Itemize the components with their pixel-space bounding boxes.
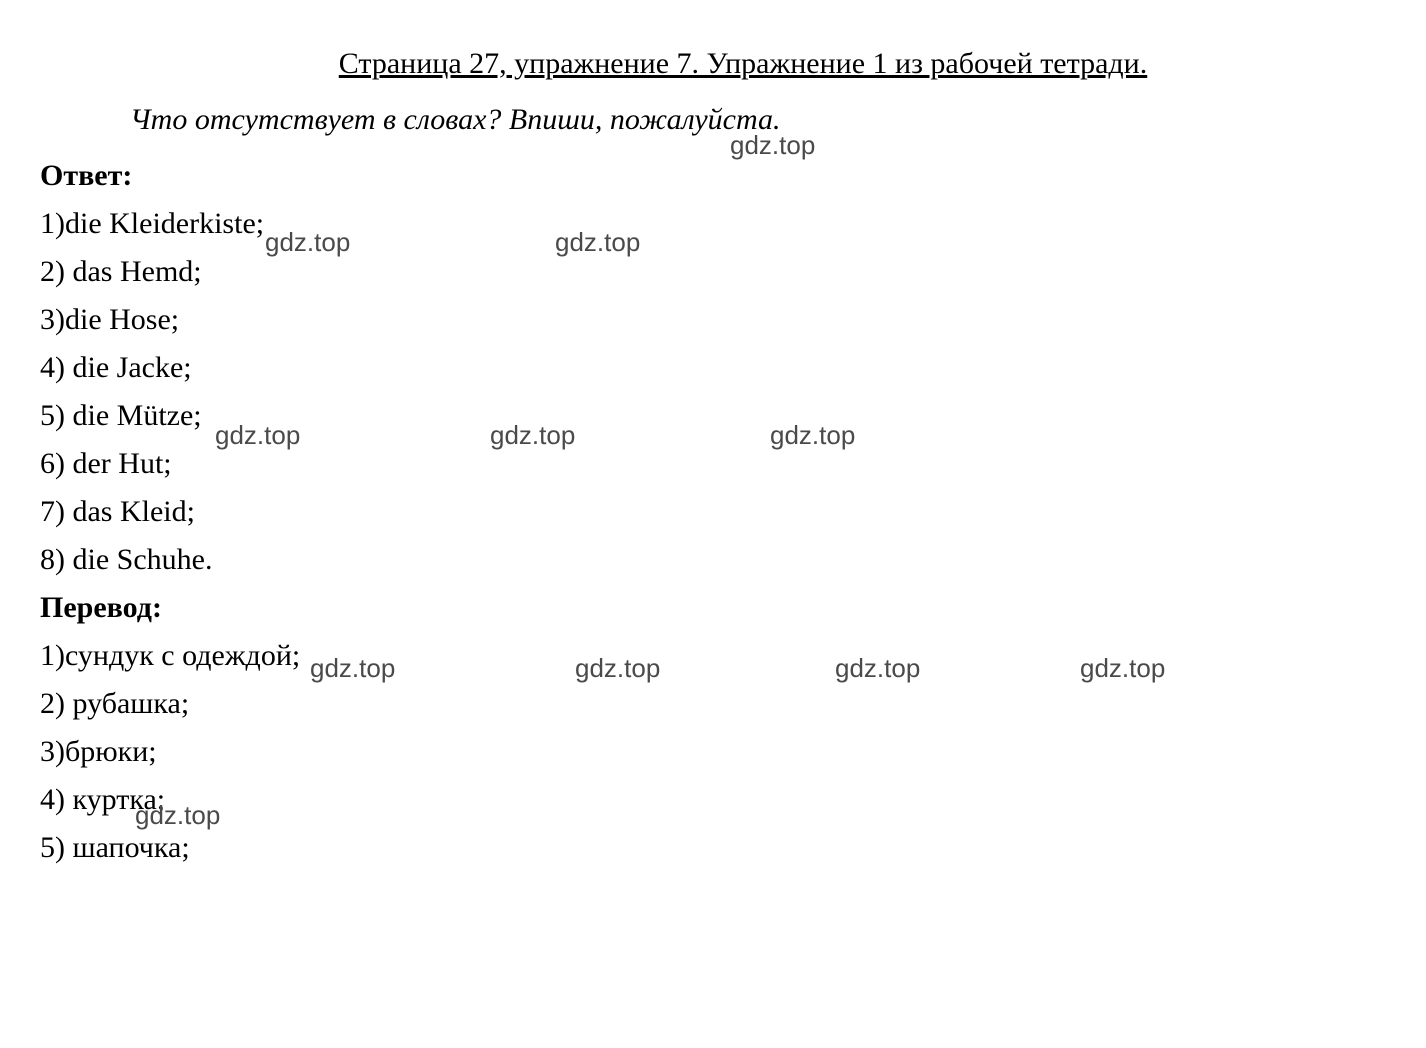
translation-item: 2) рубашка; bbox=[40, 680, 1396, 728]
page-title: Страница 27, упражнение 7. Упражнение 1 … bbox=[30, 40, 1396, 88]
content-block: Ответ: 1)die Kleiderkiste; 2) das Hemd; … bbox=[30, 152, 1396, 872]
translation-item: 1)сундук с одеждой; bbox=[40, 632, 1396, 680]
translation-item: 3)брюки; bbox=[40, 728, 1396, 776]
instruction-text: Что отсутствует в словах? Впиши, пожалуй… bbox=[30, 96, 1396, 144]
answer-item: 2) das Hemd; bbox=[40, 248, 1396, 296]
answer-item: 8) die Schuhe. bbox=[40, 536, 1396, 584]
translation-header: Перевод: bbox=[40, 584, 1396, 632]
answer-item: 3)die Hose; bbox=[40, 296, 1396, 344]
answer-item: 1)die Kleiderkiste; bbox=[40, 200, 1396, 248]
translation-item: 5) шапочка; bbox=[40, 824, 1396, 872]
translation-item: 4) куртка; bbox=[40, 776, 1396, 824]
answer-item: 6) der Hut; bbox=[40, 440, 1396, 488]
answer-header: Ответ: bbox=[40, 152, 1396, 200]
answer-item: 5) die Mütze; bbox=[40, 392, 1396, 440]
answer-item: 7) das Kleid; bbox=[40, 488, 1396, 536]
answer-item: 4) die Jacke; bbox=[40, 344, 1396, 392]
